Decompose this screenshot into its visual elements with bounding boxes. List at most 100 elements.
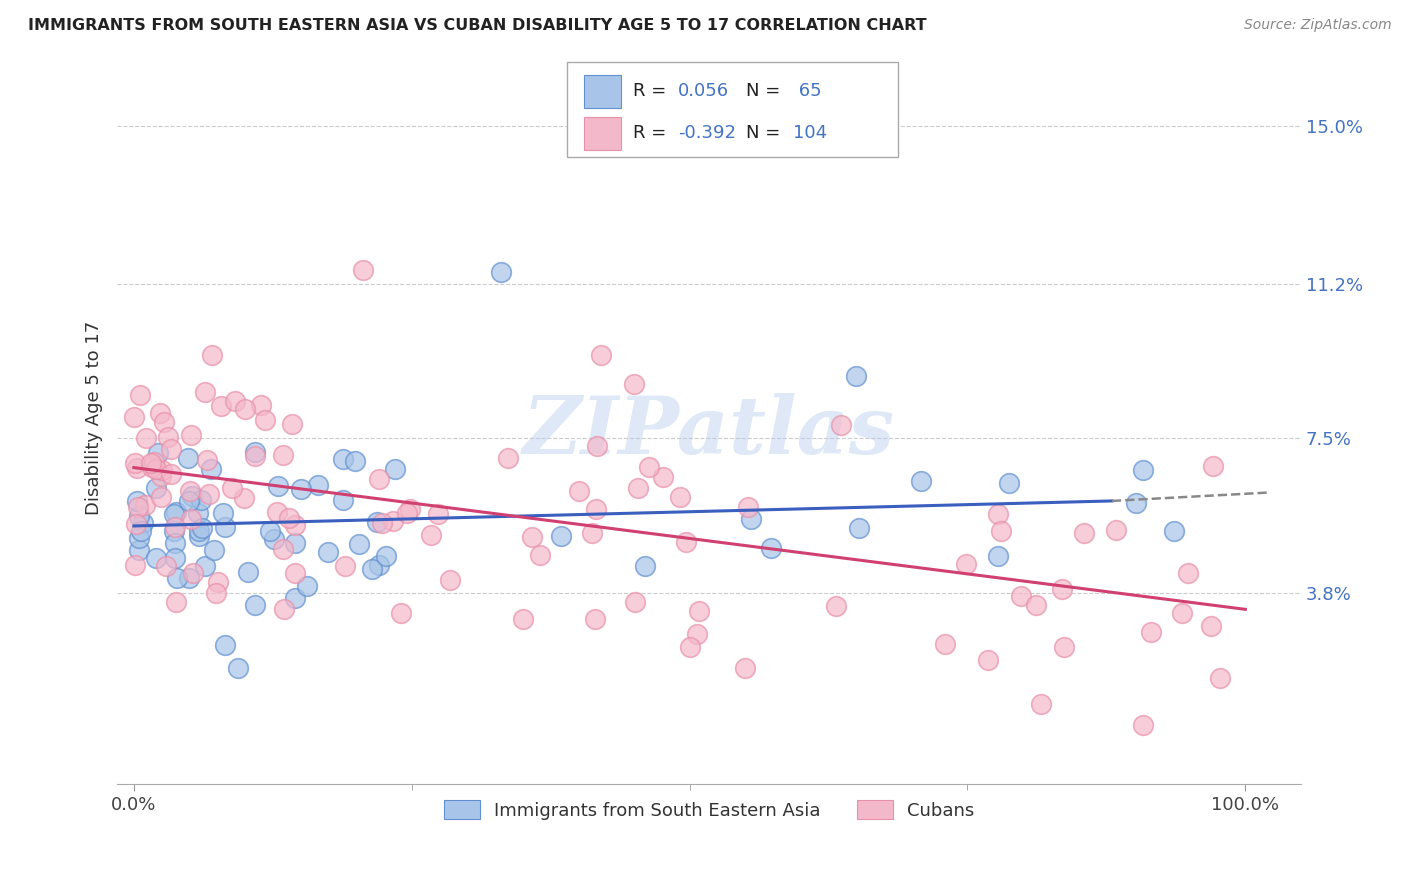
Point: [589, 348, 612, 362]
Point: [211, 399, 233, 413]
Point: [583, 612, 606, 626]
Point: [259, 524, 281, 538]
Point: [343, 454, 366, 468]
Point: [127, 494, 149, 508]
Point: [396, 506, 419, 520]
Point: [271, 448, 294, 462]
Text: N =: N =: [745, 82, 786, 101]
Point: [987, 508, 1010, 522]
Point: [370, 516, 392, 531]
Point: [122, 409, 145, 424]
Point: [352, 263, 374, 277]
Point: [152, 415, 174, 429]
Point: [382, 514, 405, 528]
Point: [686, 626, 709, 640]
Point: [910, 474, 932, 488]
Point: [1199, 618, 1222, 632]
Point: [284, 591, 307, 606]
Point: [1053, 640, 1076, 654]
Point: [187, 524, 209, 539]
Point: [187, 528, 209, 542]
Point: [177, 450, 200, 465]
Point: [634, 559, 657, 574]
Point: [368, 558, 391, 573]
Point: [489, 265, 512, 279]
Point: [1105, 523, 1128, 537]
Text: N =: N =: [745, 124, 786, 142]
Point: [987, 549, 1010, 564]
Point: [271, 542, 294, 557]
Point: [163, 524, 186, 539]
Point: [211, 507, 233, 521]
Point: [194, 558, 217, 573]
Point: [214, 520, 236, 534]
Point: [141, 460, 163, 475]
Point: [243, 599, 266, 613]
Point: [236, 565, 259, 579]
Point: [165, 505, 187, 519]
Y-axis label: Disability Age 5 to 17: Disability Age 5 to 17: [86, 320, 103, 515]
Point: [675, 535, 697, 549]
Point: [1163, 524, 1185, 539]
Point: [166, 571, 188, 585]
Point: [145, 551, 167, 566]
Point: [201, 348, 224, 362]
Point: [496, 450, 519, 465]
Point: [737, 500, 759, 515]
Point: [290, 482, 312, 496]
Point: [233, 402, 256, 417]
Point: [135, 431, 157, 445]
Point: [163, 507, 186, 521]
Point: [1209, 671, 1232, 685]
Point: [1177, 566, 1199, 580]
Point: [128, 388, 150, 402]
Point: [142, 455, 165, 469]
Text: IMMIGRANTS FROM SOUTH EASTERN ASIA VS CUBAN DISABILITY AGE 5 TO 17 CORRELATION C: IMMIGRANTS FROM SOUTH EASTERN ASIA VS CU…: [28, 18, 927, 33]
Point: [977, 653, 1000, 667]
Point: [520, 530, 543, 544]
Point: [581, 525, 603, 540]
Point: [307, 477, 329, 491]
Point: [1073, 525, 1095, 540]
Point: [155, 559, 177, 574]
Text: R =: R =: [633, 82, 672, 101]
Point: [204, 586, 226, 600]
Point: [177, 571, 200, 585]
Point: [160, 467, 183, 481]
Point: [550, 529, 572, 543]
Point: [131, 524, 153, 539]
Point: [207, 574, 229, 589]
Point: [825, 599, 848, 613]
Point: [934, 637, 956, 651]
Point: [848, 521, 870, 535]
Point: [439, 573, 461, 587]
Point: [163, 536, 186, 550]
Point: [284, 518, 307, 533]
Point: [512, 612, 534, 626]
Point: [316, 545, 339, 559]
Point: [187, 506, 209, 520]
Text: 65: 65: [793, 82, 821, 101]
Point: [150, 490, 173, 504]
Point: [332, 493, 354, 508]
Point: [202, 542, 225, 557]
Point: [197, 487, 219, 501]
Point: [124, 456, 146, 470]
Point: [165, 520, 187, 534]
Text: ZIPatlas: ZIPatlas: [523, 393, 896, 471]
Point: [399, 501, 422, 516]
Point: [180, 427, 202, 442]
Point: [249, 398, 271, 412]
Point: [678, 640, 700, 654]
Point: [366, 516, 388, 530]
Point: [139, 456, 162, 470]
Point: [652, 469, 675, 483]
Point: [374, 549, 396, 563]
Point: [1025, 598, 1047, 612]
Point: [384, 461, 406, 475]
Point: [281, 417, 304, 431]
Point: [194, 384, 217, 399]
Point: [761, 541, 783, 555]
Point: [221, 481, 243, 495]
Point: [740, 511, 762, 525]
